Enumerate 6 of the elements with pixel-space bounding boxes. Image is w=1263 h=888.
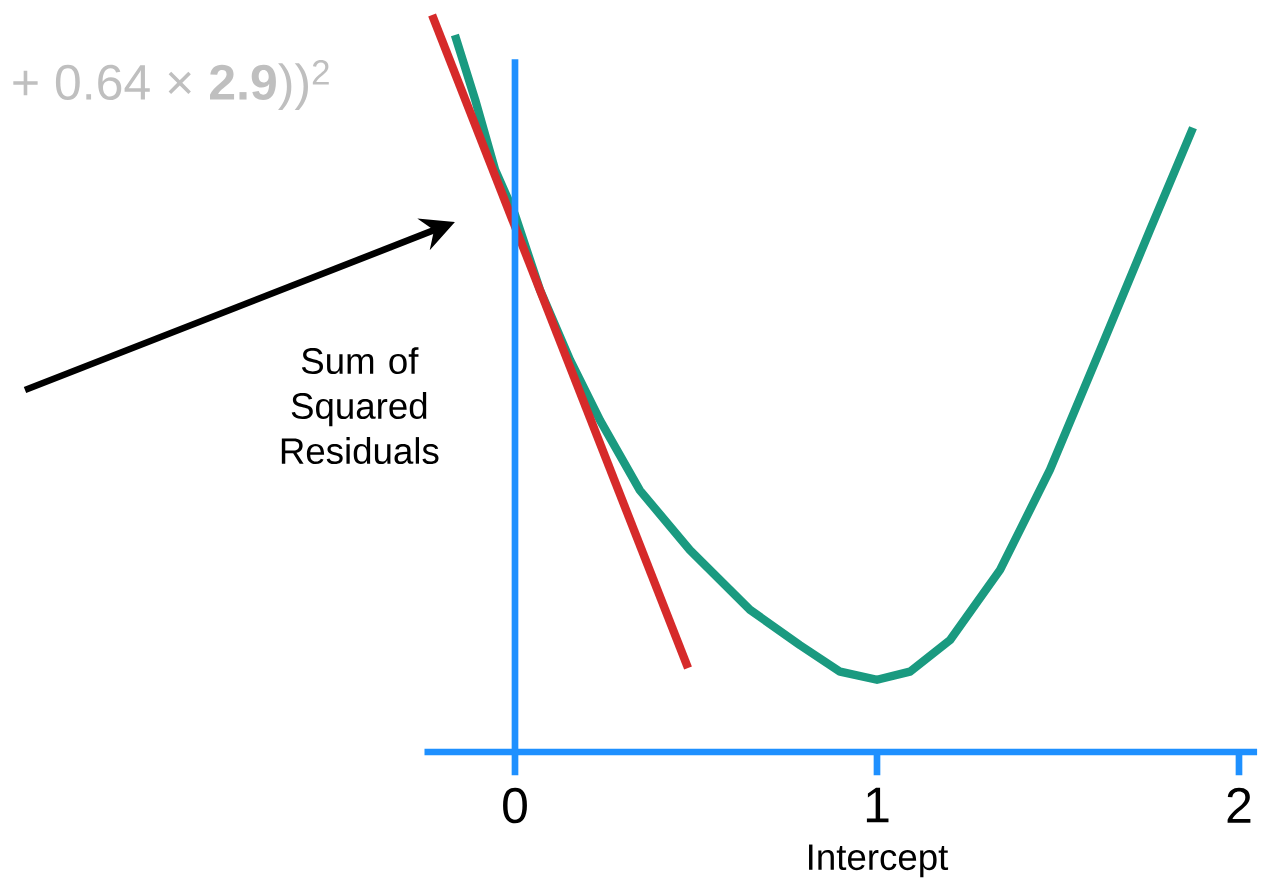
- x-tick-label: 1: [866, 787, 889, 823]
- x-tick-label: 0: [503, 787, 527, 824]
- x-tick-label: 2: [1227, 787, 1251, 823]
- y-axis-title: Sum of Squared Residuals: [281, 347, 439, 465]
- text: + 0.64 × 2.9))$^{2}$: [13, 60, 329, 110]
- x-axis-title: Intercept: [809, 844, 949, 878]
